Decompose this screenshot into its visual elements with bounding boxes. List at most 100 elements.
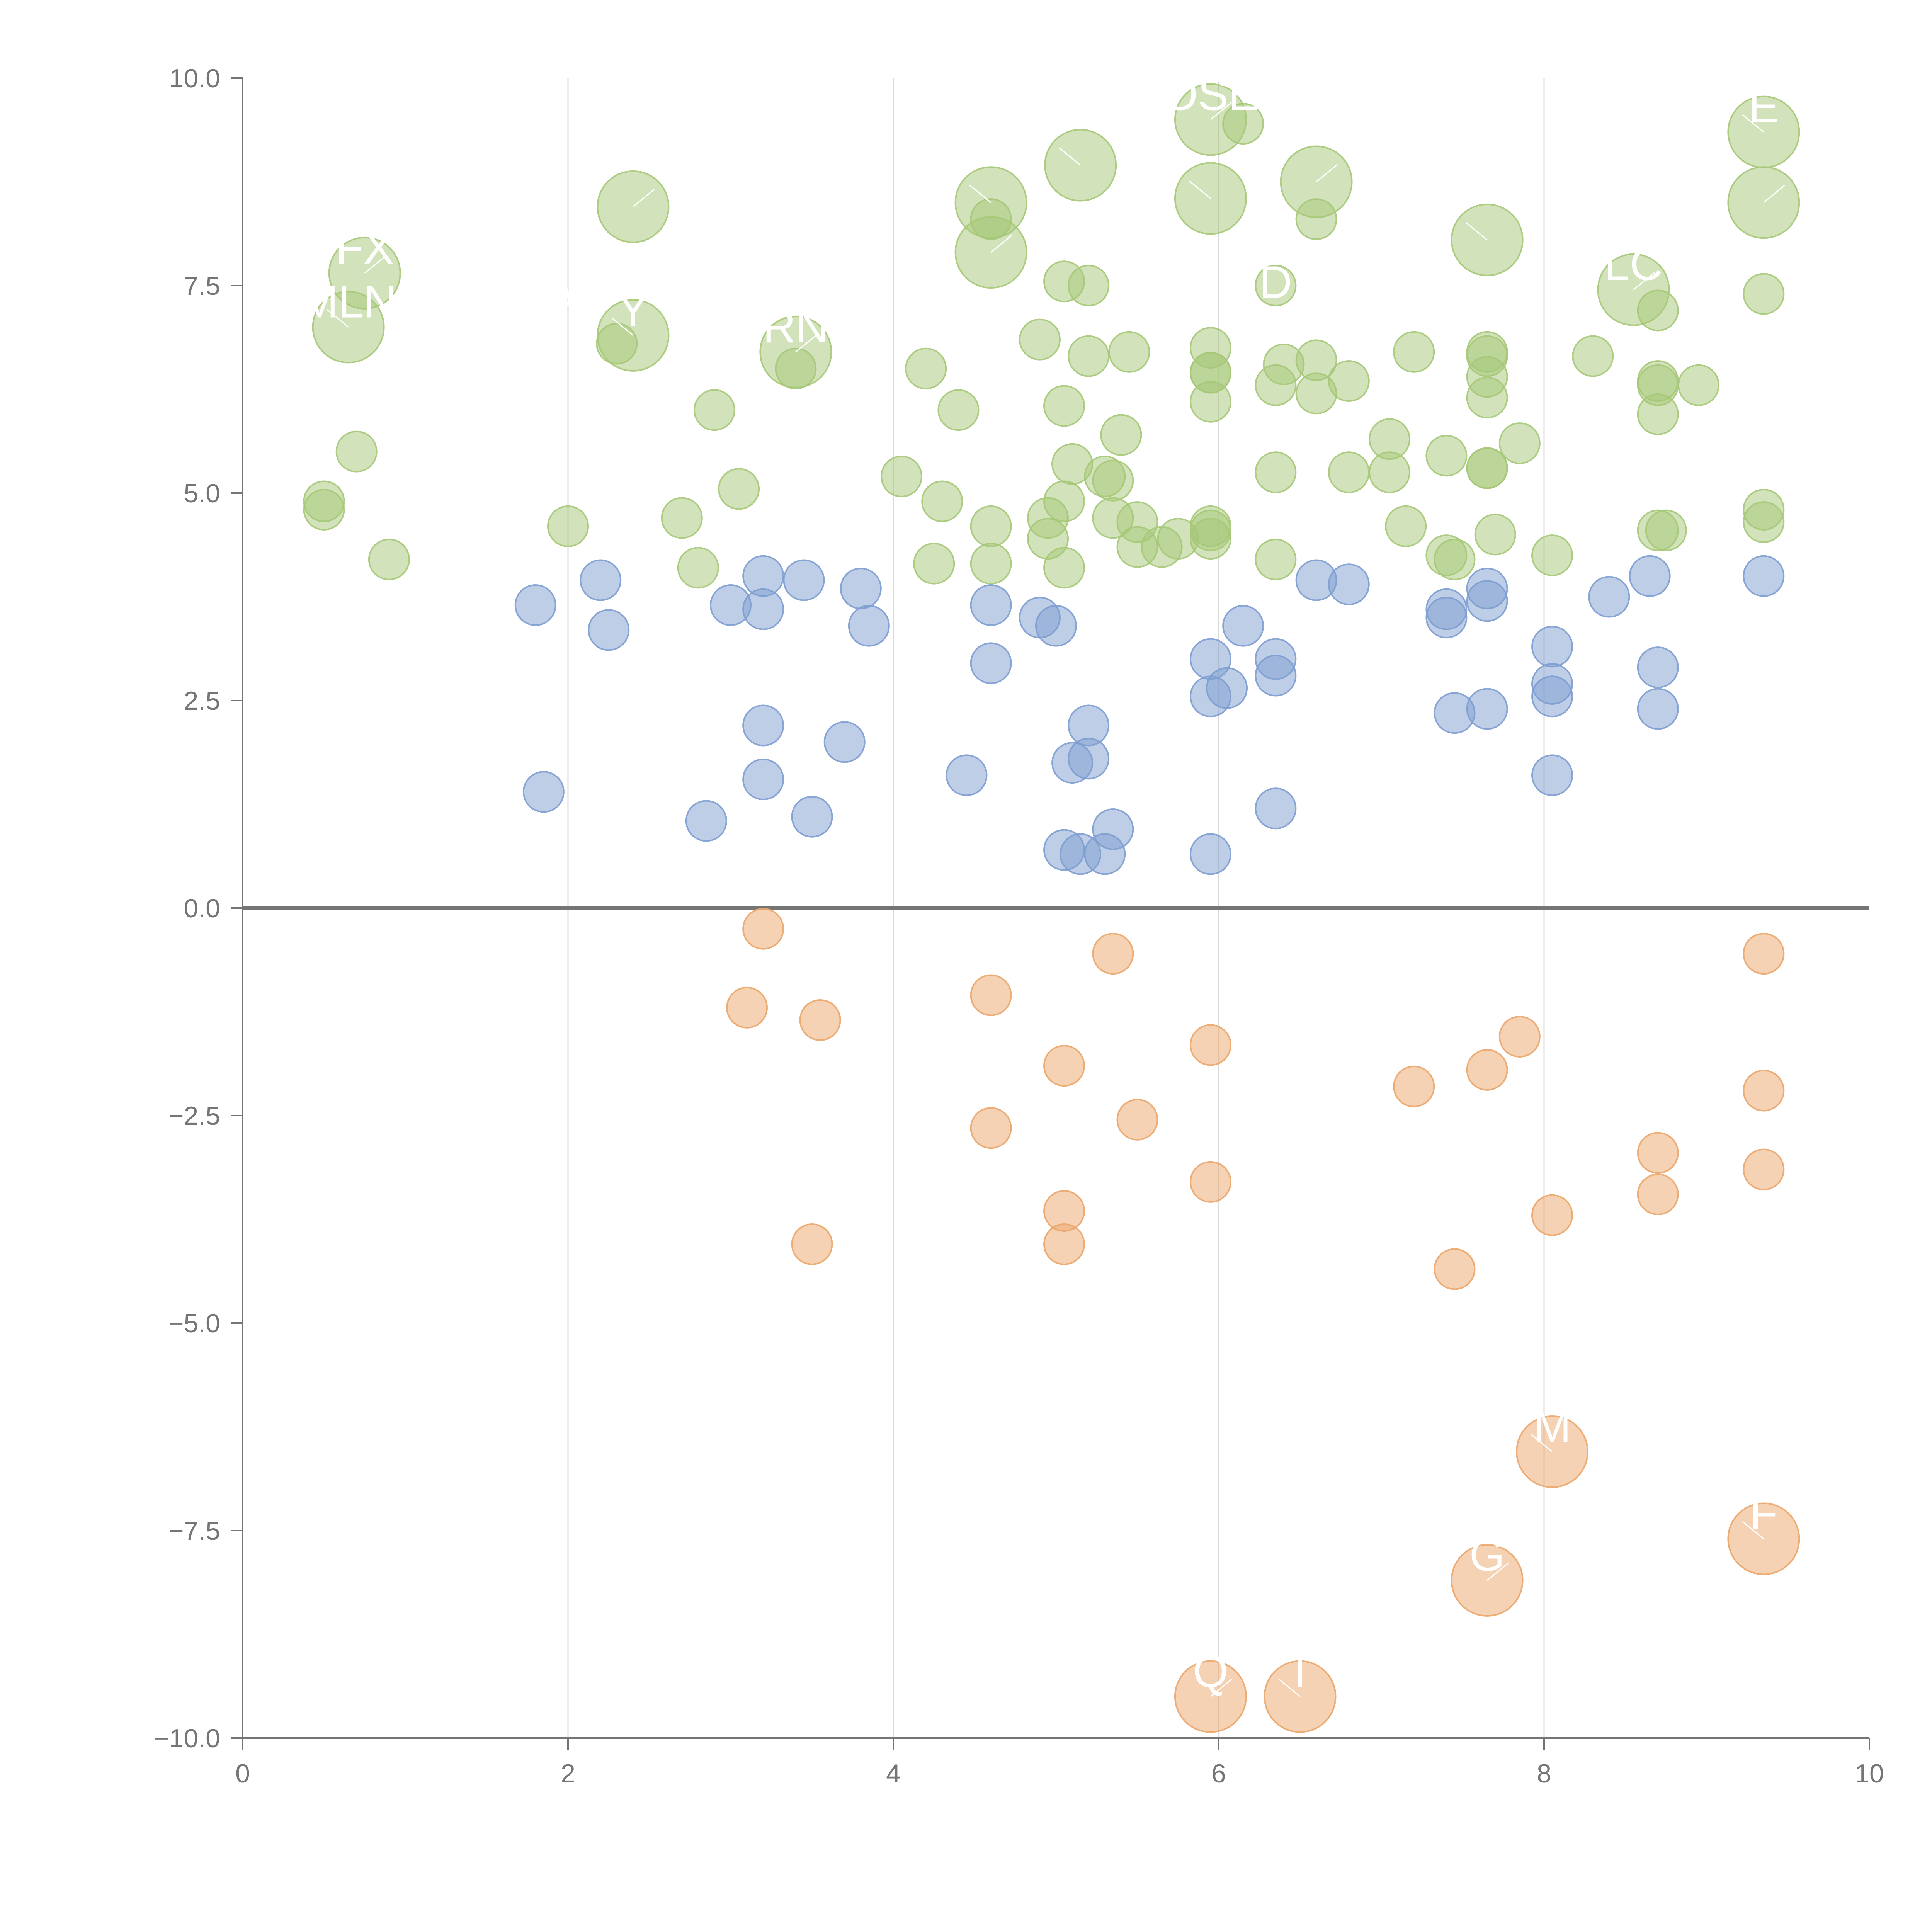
data-point [1068, 738, 1110, 780]
data-point [848, 605, 890, 647]
data-point [921, 480, 963, 522]
data-point [1393, 1065, 1435, 1107]
data-point [1255, 265, 1297, 306]
x-tick-label: 4 [886, 1759, 901, 1788]
data-point [881, 456, 923, 498]
y-tick-label: −7.5 [168, 1516, 220, 1546]
data-point [783, 559, 825, 601]
data-point [970, 1107, 1012, 1149]
data-point [1043, 1045, 1085, 1087]
bubble-label: E [1748, 82, 1779, 133]
data-point [840, 568, 882, 610]
data-point [970, 974, 1012, 1016]
data-point [1100, 414, 1142, 456]
data-point [937, 389, 980, 431]
data-point [514, 584, 556, 626]
bubble-leader-line [990, 234, 1013, 253]
data-point [547, 505, 589, 547]
data-point [1092, 459, 1134, 502]
data-point [1498, 422, 1541, 464]
y-tick-label: 10.0 [169, 64, 220, 93]
x-tick-label: 6 [1211, 1759, 1226, 1788]
data-point [335, 430, 378, 473]
data-point [1116, 1099, 1158, 1141]
data-point [580, 559, 622, 601]
bubble-label: Q [1193, 1646, 1228, 1697]
bubble-leader-line [795, 334, 818, 353]
data-point [1425, 435, 1468, 477]
bubble-leader-line [1189, 180, 1211, 199]
data-point [1019, 318, 1061, 361]
data-point [1637, 393, 1679, 435]
data-point [1743, 933, 1785, 975]
data-point [303, 488, 345, 531]
data-point [1385, 505, 1427, 547]
data-point [1068, 335, 1110, 377]
data-point [1466, 376, 1508, 418]
data-point [1108, 331, 1150, 373]
x-tick-label: 10 [1855, 1759, 1884, 1788]
data-point [1189, 1024, 1231, 1066]
bubble-label: F [1750, 1488, 1777, 1539]
bubble-label: FX [335, 223, 394, 274]
data-point [1637, 688, 1679, 730]
bubble-leader-line [1763, 185, 1786, 203]
data-point [522, 771, 565, 813]
data-point [1255, 451, 1297, 493]
data-point [742, 759, 784, 801]
data-point [1466, 688, 1508, 730]
data-point [1531, 534, 1573, 577]
data-point [726, 986, 768, 1029]
data-point [1677, 364, 1719, 406]
data-point [1425, 597, 1468, 639]
data-point [1328, 360, 1370, 402]
bubble-leader-line [633, 189, 655, 207]
y-tick-label: 7.5 [184, 271, 220, 301]
data-point [1637, 1173, 1679, 1216]
data-point [1531, 626, 1573, 668]
axes: 0 2 4 6 8 10 −10.0 −7.5 −5.0 −2.5 0.0 2.5 5.0 7.5 10.0 [154, 64, 1884, 1788]
data-point [1637, 646, 1679, 689]
data-point [1531, 754, 1573, 796]
bubble-label: LC [1604, 239, 1663, 290]
bubble-label: MLN [300, 276, 396, 327]
bubble-leader-line [1210, 102, 1232, 120]
bubble-leader-line [1486, 1562, 1509, 1581]
y-tick-label: −5.0 [168, 1309, 220, 1338]
data-point [1043, 547, 1085, 589]
bubble-label: I [1294, 1646, 1306, 1697]
data-point [1474, 514, 1516, 556]
data-point [1043, 1223, 1085, 1265]
data-point [1498, 1015, 1541, 1058]
data-point [1328, 451, 1370, 493]
data-point [1068, 265, 1110, 306]
bubble-leader-line [969, 185, 992, 203]
data-point [1637, 1132, 1679, 1174]
bubble-leader-line [327, 309, 349, 328]
data-point [685, 800, 727, 842]
data-point [742, 704, 784, 747]
data-point [661, 497, 703, 539]
data-point [1206, 667, 1248, 709]
bubble-label: M [1533, 1401, 1571, 1452]
data-point [1434, 1248, 1476, 1290]
data-point [1369, 418, 1411, 460]
data-point [693, 389, 735, 431]
data-point [970, 543, 1012, 585]
data-point [1588, 576, 1630, 618]
bubble-label: D [1259, 257, 1292, 308]
data-point [1255, 538, 1297, 580]
y-tick-label: −10.0 [154, 1724, 220, 1753]
data-point [1393, 331, 1435, 373]
data-point [1434, 538, 1476, 580]
bubble-leader-line [1059, 147, 1081, 166]
data-point [1743, 501, 1785, 543]
data-point [1255, 787, 1297, 830]
data-point [718, 468, 760, 510]
data-point [1743, 555, 1785, 597]
data-point [970, 505, 1012, 547]
data-point [1035, 605, 1077, 647]
data-point [1255, 655, 1297, 697]
bubble-leader-line [1633, 272, 1655, 290]
data-point [791, 1223, 833, 1265]
